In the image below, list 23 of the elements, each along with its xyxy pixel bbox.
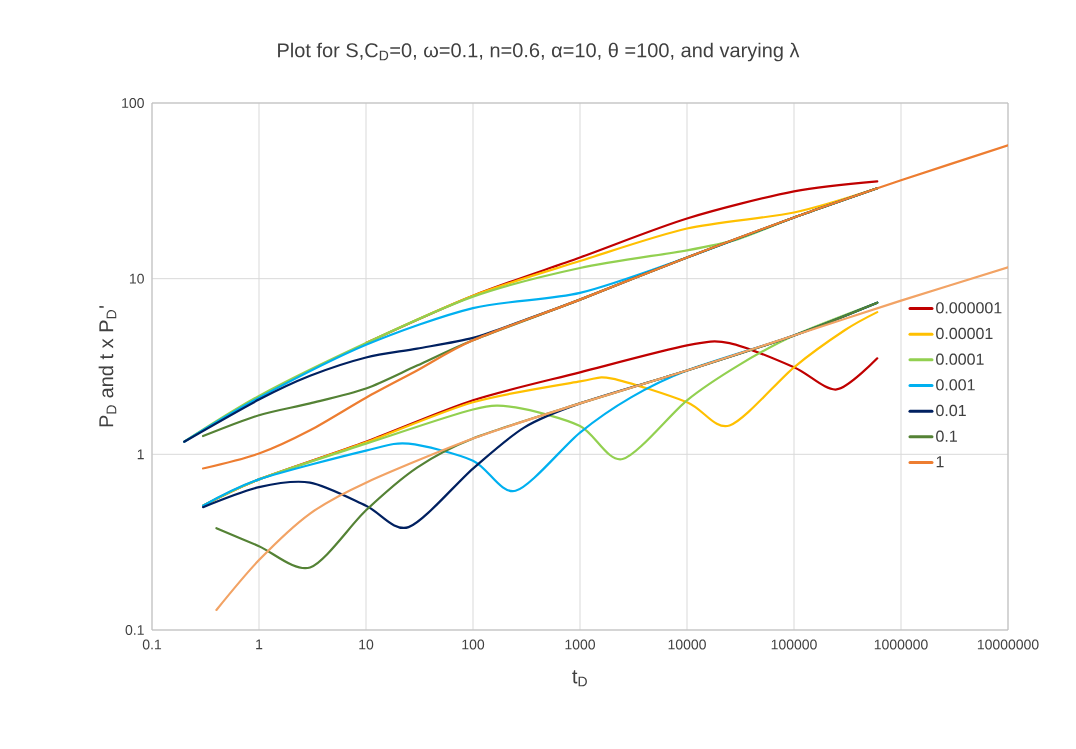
chart-title: Plot for S,C$_{D}$=0, ω=0.1, n=0.6, α=10, θ =100, and varying λ [278, 42, 800, 62]
legend-label: 0.001 [936, 379, 975, 391]
x-tick-label: 1000 [565, 639, 596, 650]
x-tick-label: 100 [462, 639, 485, 650]
legend-label: 0.00001 [936, 327, 993, 340]
x-tick-label: 10 [359, 639, 374, 650]
y-tick-label: 100 [122, 98, 144, 108]
legend-label: 0.000001 [936, 302, 1002, 314]
legend-label: 0.1 [936, 430, 957, 442]
x-tick-label: 10000 [668, 639, 706, 650]
y-tick-label: 10 [129, 273, 144, 284]
x-tick-label: 1 [256, 639, 263, 650]
legend-label: 1 [936, 456, 944, 468]
y-axis-title: P$_{D}$ and t x P$_{D}$' [98, 306, 117, 427]
x-tick-label: 1000000 [874, 639, 928, 650]
x-tick-label: 0.1 [142, 639, 162, 650]
legend-label: 0.01 [936, 404, 966, 417]
x-axis-title: t$_{D}$ [572, 670, 587, 687]
x-tick-label: 10000000 [977, 639, 1039, 650]
y-tick-label: 0.1 [125, 625, 144, 635]
x-tick-label: 100000 [771, 639, 817, 650]
legend-label: 0.0001 [936, 353, 984, 365]
y-tick-label: 1 [137, 449, 144, 460]
